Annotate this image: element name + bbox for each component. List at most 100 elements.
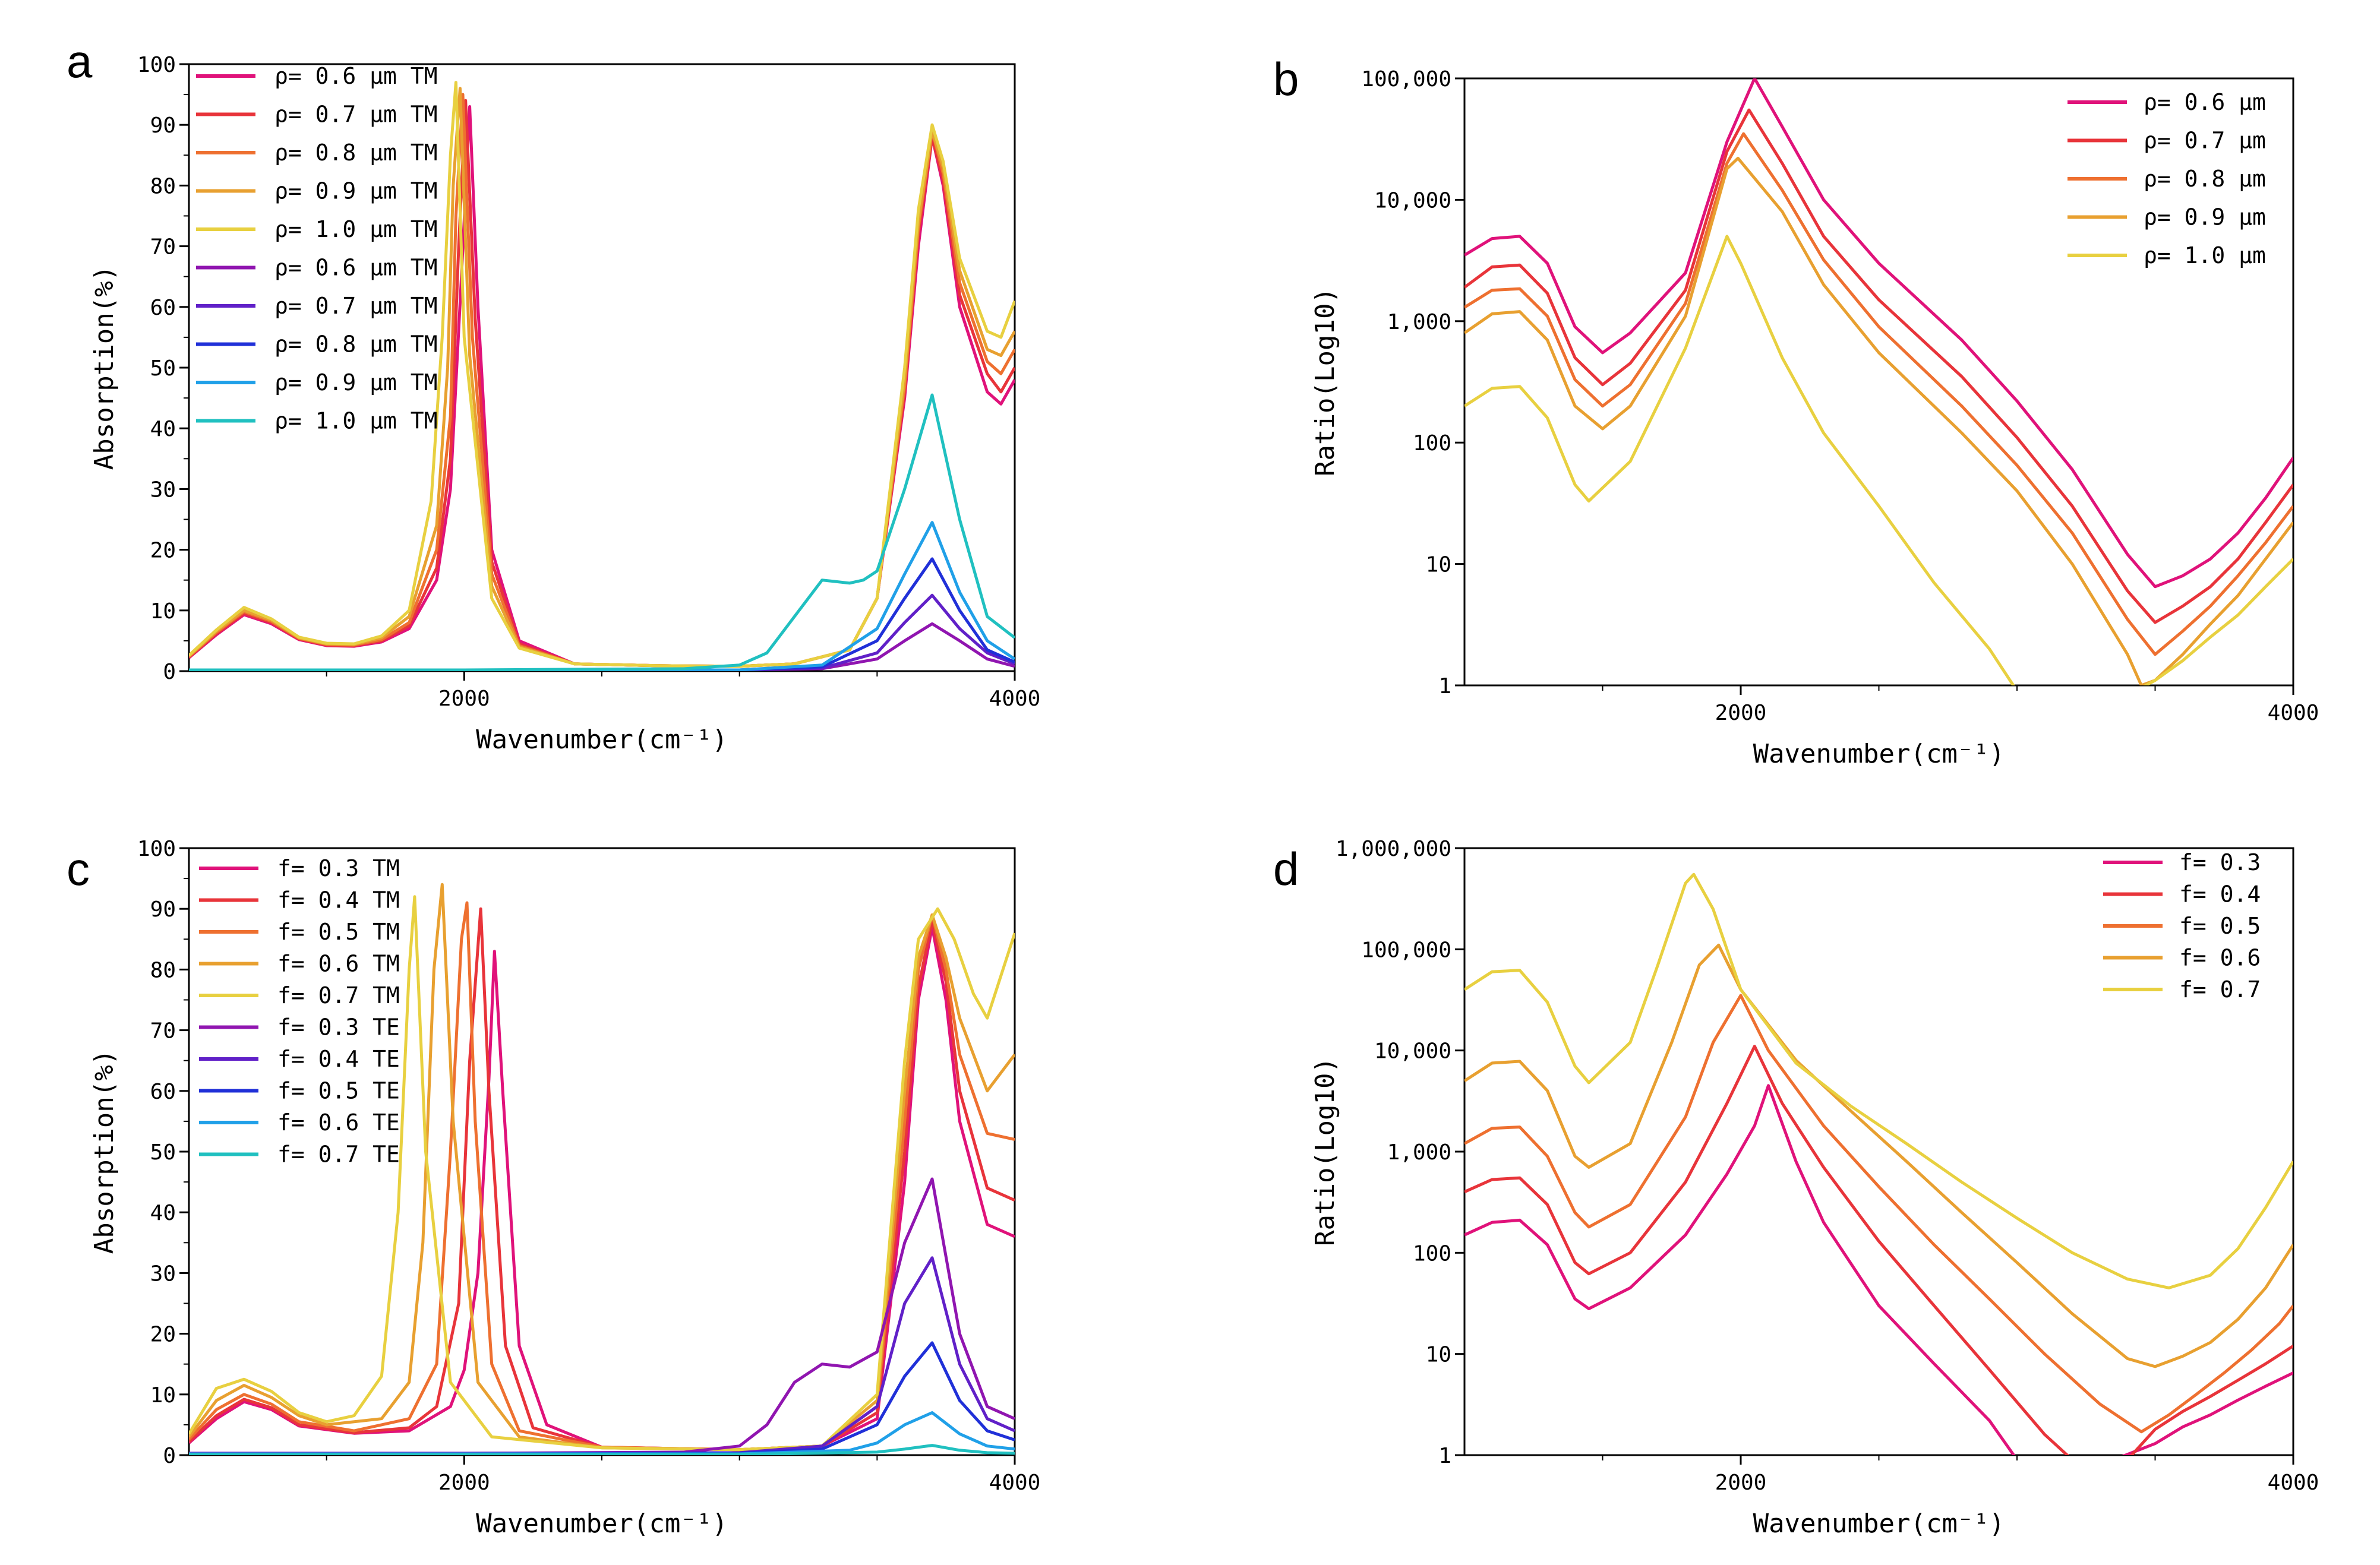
y-tick-label: 80 <box>150 174 176 198</box>
panel-b: b 1 10 100 1,000 10,000 100,000 2000 4000 Wavenum… <box>1273 53 2319 769</box>
y-tick-label: 50 <box>150 356 176 381</box>
y-tick-label: 0 <box>163 1444 176 1468</box>
legend-label: ρ= 0.7 μm <box>2144 128 2266 154</box>
series-line-5 <box>189 895 1015 1452</box>
legend-label: f= 0.5 <box>2179 913 2261 939</box>
series-group <box>189 81 1015 671</box>
y-tick-label: 30 <box>150 1262 176 1286</box>
legend-label: f= 0.3 TE <box>277 1014 400 1041</box>
x-axis-label: Wavenumber(cm⁻¹) <box>1753 739 2005 769</box>
series-line-2 <box>1464 108 2293 624</box>
legend-label: f= 0.6 TM <box>277 951 400 977</box>
panel-letter-a: a <box>67 35 93 87</box>
y-axis-label: Absorption(%) <box>89 1049 119 1254</box>
series-group <box>1464 872 2293 1455</box>
x-tick-label: 4000 <box>989 687 1041 711</box>
series-line-2 <box>1464 1045 2293 1455</box>
legend-label: f= 0.4 <box>2179 881 2261 908</box>
y-tick-label: 1,000 <box>1387 1140 1451 1165</box>
legend-label: f= 0.7 TE <box>277 1142 400 1168</box>
legend-label: f= 0.5 TM <box>277 919 400 945</box>
y-axis-label: Ratio(Log10) <box>1310 287 1340 476</box>
y-tick-label: 90 <box>150 113 176 138</box>
legend-label: ρ= 0.7 μm TM <box>274 102 438 128</box>
panel-letter-d: d <box>1273 843 1299 895</box>
y-tick-label: 10,000 <box>1374 188 1451 213</box>
panel-letter-c: c <box>67 843 90 895</box>
panel-letter-b: b <box>1273 53 1299 105</box>
plot-frame <box>1463 847 2294 1456</box>
series-line-7 <box>189 593 1015 671</box>
x-tick-label: 2000 <box>1715 701 1767 725</box>
legend-label: ρ= 1.0 μm TM <box>274 216 438 242</box>
legend-label: f= 0.3 TM <box>277 855 400 881</box>
y-tick-label: 20 <box>150 539 176 563</box>
y-tick-label: 10 <box>1426 553 1451 577</box>
series-line-3 <box>1464 132 2293 656</box>
y-tick-label: 70 <box>150 235 176 260</box>
legend-label: ρ= 0.9 μm TM <box>274 178 438 204</box>
y-tick-label: 40 <box>150 417 176 441</box>
y-tick-label: 1,000,000 <box>1336 837 1451 861</box>
y-tick-label: 100,000 <box>1361 938 1451 962</box>
legend-label: f= 0.4 TM <box>277 887 400 913</box>
series-line-6 <box>189 1177 1015 1455</box>
legend-label: f= 0.4 TE <box>277 1046 400 1072</box>
series-line-5 <box>189 81 1015 668</box>
y-tick-label: 100 <box>1413 431 1451 456</box>
y-tick-label: 100,000 <box>1361 67 1451 91</box>
y-tick-label: 0 <box>163 660 176 684</box>
series-line-4 <box>1464 156 2293 685</box>
series-group <box>1464 78 2293 685</box>
y-tick-label: 40 <box>150 1201 176 1225</box>
series-line-5 <box>1464 235 2293 685</box>
series-line-8 <box>189 557 1015 671</box>
x-tick-label: 4000 <box>2268 701 2319 725</box>
series-line-1 <box>1464 1084 2293 1455</box>
y-tick-label: 80 <box>150 958 176 982</box>
legend-label: f= 0.6 TE <box>277 1109 400 1136</box>
x-axis-label: Wavenumber(cm⁻¹) <box>476 1509 728 1539</box>
legend-label: ρ= 0.6 μm TM <box>274 63 438 89</box>
legend-label: f= 0.6 <box>2179 945 2261 971</box>
series-line-9 <box>189 521 1015 671</box>
x-axis-label: Wavenumber(cm⁻¹) <box>476 725 728 755</box>
y-tick-label: 30 <box>150 478 176 502</box>
y-tick-label: 60 <box>150 1080 176 1104</box>
panel-c: c 0 10 20 30 40 50 60 70 80 90 100 2000 4000 Wavenumbe… <box>67 837 1040 1539</box>
legend-label: f= 0.7 TM <box>277 982 400 1008</box>
legend-label: ρ= 0.6 μm TM <box>274 255 438 281</box>
legend-label: ρ= 1.0 μm TM <box>274 408 438 434</box>
series-line-3 <box>1464 994 2293 1434</box>
y-tick-label: 20 <box>150 1323 176 1347</box>
legend-label: f= 0.7 <box>2179 976 2261 1003</box>
x-axis-label: Wavenumber(cm⁻¹) <box>1753 1509 2005 1539</box>
y-tick-label: 60 <box>150 296 176 320</box>
legend-label: ρ= 0.8 μm TM <box>274 140 438 166</box>
y-tick-label: 90 <box>150 897 176 922</box>
y-tick-label: 1 <box>1438 674 1451 698</box>
series-line-5 <box>1464 872 2293 1289</box>
legend-label: ρ= 0.8 μm TM <box>274 331 438 358</box>
y-tick-label: 10 <box>150 1383 176 1408</box>
y-tick-label: 50 <box>150 1140 176 1165</box>
series-line-10 <box>189 1444 1015 1455</box>
y-axis-label: Absorption(%) <box>89 265 119 470</box>
y-tick-label: 10 <box>150 599 176 624</box>
series-group <box>189 883 1015 1455</box>
x-tick-label: 2000 <box>438 687 490 711</box>
y-tick-label: 70 <box>150 1019 176 1044</box>
panel-d: d 1 10 100 1,000 10,000 100,000 1,000,000 2000 40… <box>1273 837 2319 1539</box>
x-tick-label: 2000 <box>1715 1471 1767 1495</box>
y-tick-label: 100 <box>1413 1241 1451 1266</box>
x-tick-label: 4000 <box>2268 1471 2319 1495</box>
legend-label: ρ= 0.9 μm <box>2144 204 2266 230</box>
legend-label: ρ= 0.6 μm <box>2144 89 2266 115</box>
y-tick-label: 100 <box>137 837 176 861</box>
y-tick-label: 10 <box>1426 1343 1451 1367</box>
legend-label: ρ= 0.7 μm TM <box>274 293 438 319</box>
legend-label: ρ= 0.8 μm <box>2144 166 2266 192</box>
y-axis-label: Ratio(Log10) <box>1310 1057 1340 1246</box>
x-tick-label: 4000 <box>989 1471 1041 1495</box>
